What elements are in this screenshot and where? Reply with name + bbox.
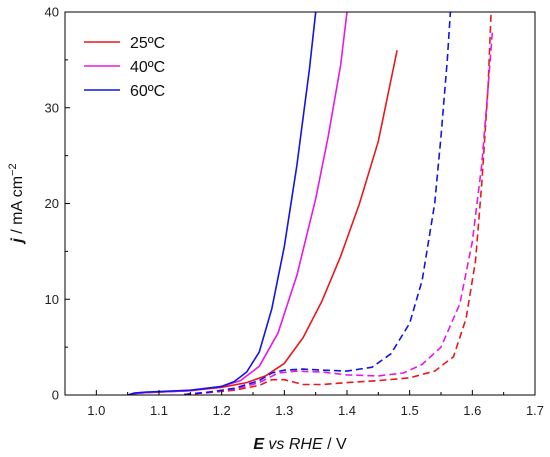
plot-series (126, 12, 494, 395)
y-tick-label: 0 (52, 388, 59, 403)
legend-entry: 60ºC (130, 83, 165, 100)
solid-series-0 (126, 50, 398, 395)
dashed-series-3 (184, 12, 492, 395)
y-tick-label: 30 (45, 100, 59, 115)
x-axis-label-reference: vs RHE (264, 436, 323, 453)
x-tick-label: 1.6 (463, 403, 481, 418)
legend-entry: 40ºC (130, 59, 165, 76)
solid-series-2 (126, 12, 317, 395)
x-tick-label: 1.4 (338, 403, 356, 418)
legend-entry: 25ºC (130, 35, 165, 52)
x-tick-label: 1.0 (87, 403, 105, 418)
x-axis-label: E vs RHE / V (253, 436, 347, 453)
dashed-series-4 (184, 31, 494, 395)
x-tick-label: 1.2 (213, 403, 231, 418)
x-axis-ticks: 1.0 1.1 1.2 1.3 1.4 1.5 1.6 1.7 (64, 390, 544, 418)
y-axis-label-symbol: j (9, 238, 26, 245)
y-tick-label: 10 (45, 292, 59, 307)
x-tick-label: 1.3 (275, 403, 293, 418)
x-tick-label: 1.7 (526, 403, 544, 418)
dashed-series-5 (184, 12, 452, 395)
x-axis-label-symbol: E (253, 436, 265, 453)
y-axis-label-exponent: −2 (7, 163, 19, 176)
x-tick-label: 1.5 (401, 403, 419, 418)
y-axis-label-unit: / mA cm (9, 176, 26, 238)
x-tick-label: 1.1 (150, 403, 168, 418)
x-axis-label-unit: / V (323, 436, 347, 453)
y-axis-label: j / mA cm−2 (7, 163, 26, 244)
y-axis-ticks: 0 10 20 30 40 (45, 5, 70, 403)
y-tick-label: 40 (45, 5, 59, 20)
y-tick-label: 20 (45, 196, 59, 211)
legend: 25ºC 40ºC 60ºC (84, 35, 165, 100)
